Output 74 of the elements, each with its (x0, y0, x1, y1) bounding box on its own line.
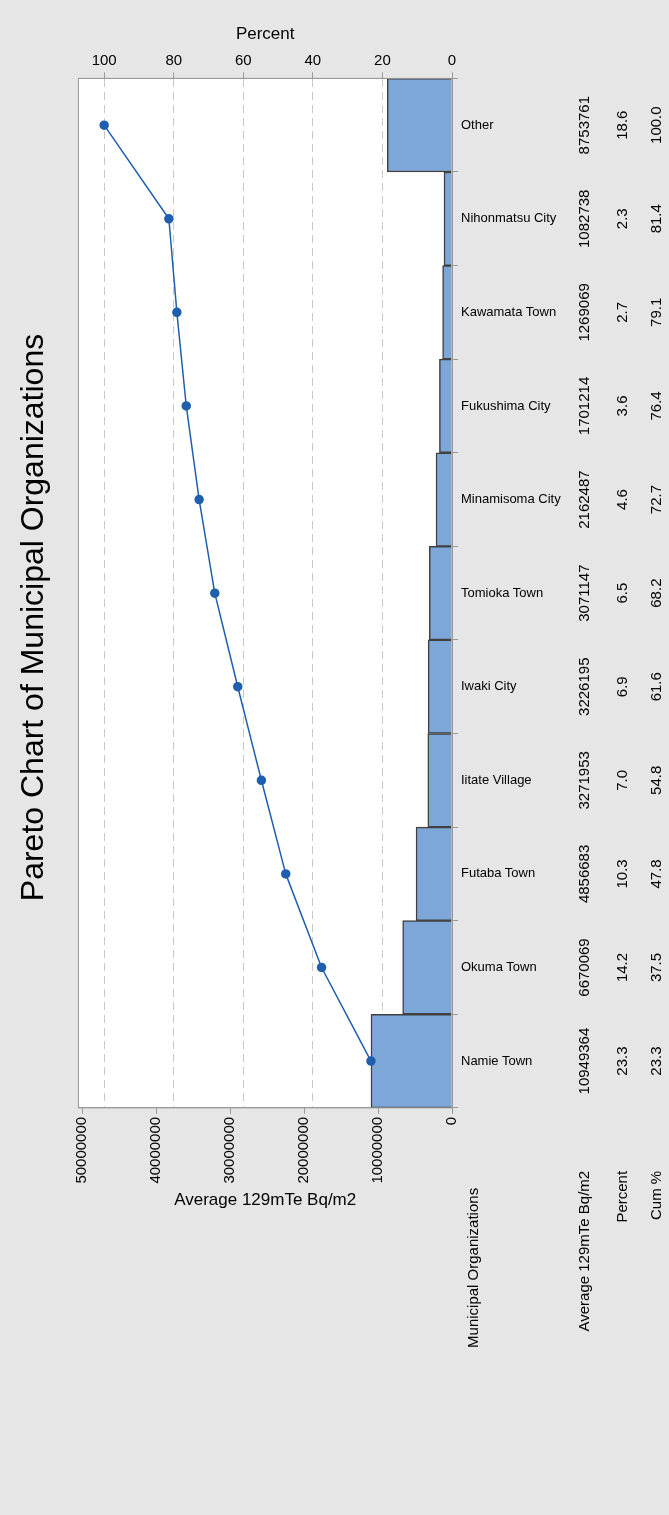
text: Pareto Chart of Municipal Organizations (14, 333, 51, 902)
text: 10.3 (613, 859, 631, 889)
data-label: 3271953 (575, 751, 593, 810)
x2-tick-label: 80 (165, 50, 183, 68)
data-label: 81.4 (647, 204, 665, 234)
x2-tick-label: 60 (234, 50, 252, 68)
y-tick-label: Nihonmatsu City (461, 210, 557, 226)
text: 4.6 (613, 489, 631, 510)
x2-tick-label: 100 (91, 50, 117, 68)
x2-tick-label: 0 (447, 50, 457, 68)
data-label: 2162487 (575, 470, 593, 529)
text: Cum % (647, 1170, 665, 1221)
x2-tick-label: 40 (304, 50, 322, 68)
text: 3.6 (613, 395, 631, 417)
y-tick-label: Minamisoma City (461, 491, 562, 507)
point (366, 1056, 376, 1066)
y-tick-label: Futaba Town (461, 865, 536, 881)
y-tick-label: Namie Town (461, 1052, 533, 1068)
y-tick-label: Fukushima City (461, 397, 552, 413)
data-label: 54.8 (647, 765, 665, 795)
x-tick-label: 0 (442, 1116, 460, 1126)
point (280, 869, 291, 879)
data-label: 10949364 (575, 1027, 593, 1095)
x2-tick-label: 20 (374, 50, 391, 68)
point (232, 681, 243, 692)
data-label: 6670069 (575, 938, 593, 997)
point (164, 214, 174, 224)
x2-axis-title: Percent (235, 23, 295, 43)
data-label: 3226195 (575, 657, 593, 716)
x-tick-label: 30000000 (220, 1116, 238, 1184)
y-tick-label: Tomioka Town (461, 584, 544, 600)
point (194, 494, 204, 505)
text: 7.0 (613, 769, 631, 791)
y-tick-label: Okuma Town (461, 959, 537, 975)
data-label: 68.2 (647, 578, 665, 608)
text: 14.2 (613, 952, 631, 983)
x-tick-label: 40000000 (146, 1116, 164, 1184)
point (210, 588, 220, 598)
point (256, 775, 267, 786)
y-tick-label: Kawamata Town (461, 303, 557, 319)
y-tick-label: Iitate Village (461, 771, 532, 787)
data-label: 1701214 (575, 376, 593, 436)
text: Percent (613, 1170, 631, 1223)
text: 6.5 (613, 582, 631, 604)
data-label: 1082738 (575, 189, 593, 248)
text: 18.6 (613, 110, 631, 140)
data-label: 37.5 (647, 952, 665, 983)
y-tick-label: Other (461, 116, 495, 132)
text: 2.7 (613, 301, 631, 323)
text: 23.3 (613, 1046, 631, 1076)
point (316, 962, 327, 973)
text: Average 129mTe Bq/m2 (575, 1170, 593, 1332)
data-label: 4856683 (575, 844, 593, 904)
x-tick-label: 20000000 (294, 1116, 312, 1184)
data-label: 47.8 (647, 859, 665, 889)
x-tick-label: 10000000 (368, 1116, 386, 1184)
data-label: 23.3 (647, 1046, 665, 1076)
data-label: 76.4 (647, 391, 665, 421)
point (99, 120, 109, 130)
data-label: 1269069 (575, 283, 593, 342)
y-tick-label: Iwaki City (461, 678, 518, 694)
point (181, 401, 192, 411)
data-label: 100.0 (647, 106, 665, 144)
data-label: 8753761 (575, 95, 593, 155)
text: 2.3 (613, 208, 631, 230)
x-tick-label: 50000000 (72, 1116, 90, 1184)
point (172, 307, 182, 318)
data-label: 3071147 (575, 564, 593, 622)
data-label: 61.6 (647, 672, 665, 702)
y-axis-title: Municipal Organizations (464, 1187, 482, 1348)
data-label: 79.1 (647, 297, 665, 327)
text: 6.9 (613, 676, 631, 698)
x-axis-title: Average 129mTe Bq/m2 (174, 1190, 357, 1210)
data-label: 72.7 (647, 484, 665, 515)
